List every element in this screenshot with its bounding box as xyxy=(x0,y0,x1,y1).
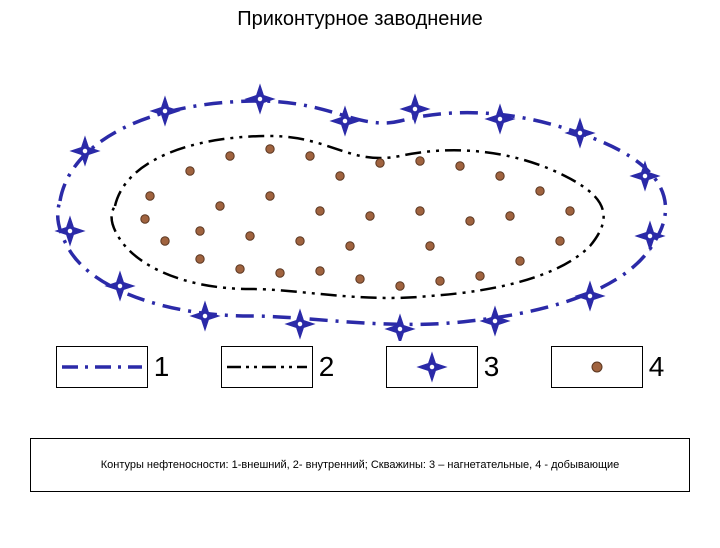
legend-label-3: 3 xyxy=(484,351,500,383)
legend-label-4: 4 xyxy=(649,351,665,383)
page-title: Приконтурное заводнение xyxy=(0,8,720,31)
legend-box-4 xyxy=(551,346,643,388)
legend-item-1: 1 xyxy=(56,346,170,388)
caption-text: Контуры нефтеносности: 1-внешний, 2- вну… xyxy=(101,459,620,471)
legend-box-1 xyxy=(56,346,148,388)
main-diagram xyxy=(0,41,720,341)
caption-box: Контуры нефтеносности: 1-внешний, 2- вну… xyxy=(30,438,690,492)
legend-label-2: 2 xyxy=(319,351,335,383)
legend-row: 1 2 3 4 xyxy=(30,346,690,388)
legend-label-1: 1 xyxy=(154,351,170,383)
legend-box-2 xyxy=(221,346,313,388)
legend-item-2: 2 xyxy=(221,346,335,388)
legend-item-4: 4 xyxy=(551,346,665,388)
legend-item-3: 3 xyxy=(386,346,500,388)
legend-box-3 xyxy=(386,346,478,388)
